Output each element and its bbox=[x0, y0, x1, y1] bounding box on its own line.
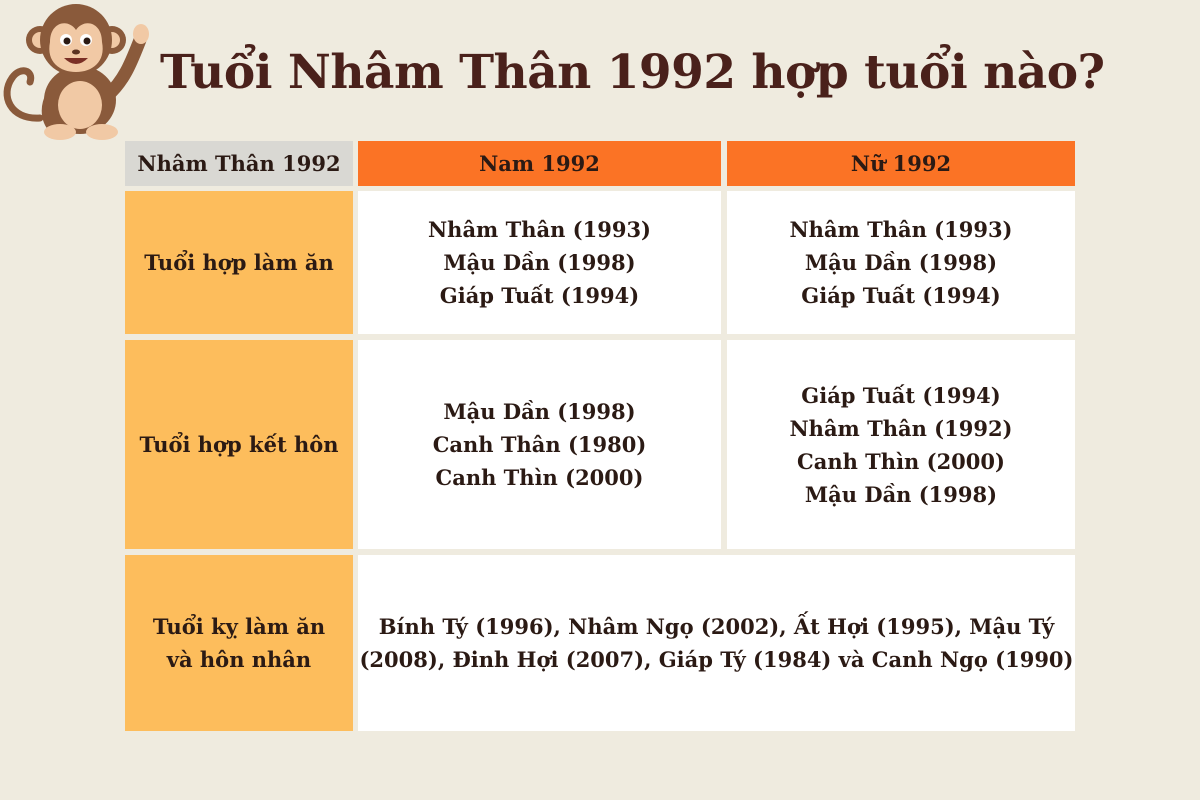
row-label-business-text: Tuổi hợp làm ăn bbox=[144, 250, 334, 275]
cell-marriage-male: Mậu Dần (1998) Canh Thân (1980) Canh Thì… bbox=[358, 340, 721, 549]
list-item: Canh Thìn (2000) bbox=[435, 465, 644, 490]
list-item: Canh Thân (1980) bbox=[432, 432, 647, 457]
list-item: Giáp Tuất (1994) bbox=[801, 382, 1001, 408]
list-item: Nhâm Thân (1992) bbox=[789, 415, 1013, 441]
list-item: Mậu Dần (1998) bbox=[443, 399, 636, 424]
column-header-male: Nam 1992 bbox=[358, 141, 721, 186]
row-label-avoid: Tuổi kỵ làm ăn và hôn nhân bbox=[125, 555, 353, 731]
row-label-business: Tuổi hợp làm ăn bbox=[125, 191, 353, 334]
row-label-avoid-line: và hôn nhân bbox=[166, 647, 312, 672]
list-item: Mậu Dần (1998) bbox=[804, 481, 998, 507]
page-title: Tuổi Nhâm Thân 1992 hợp tuổi nào? bbox=[160, 45, 1105, 100]
list-item: Mậu Dần (1998) bbox=[443, 250, 636, 275]
list-item: Nhâm Thân (1993) bbox=[789, 217, 1013, 242]
column-header-male-label: Nam 1992 bbox=[479, 151, 600, 176]
row-label-avoid-line: Tuổi kỵ làm ăn bbox=[152, 614, 326, 639]
column-header-female-label: Nữ 1992 bbox=[850, 151, 952, 176]
cell-avoid: Bính Tý (1996), Nhâm Ngọ (2002), Ất Hợi … bbox=[358, 555, 1075, 731]
cell-business-male: Nhâm Thân (1993) Mậu Dần (1998) Giáp Tuấ… bbox=[358, 191, 721, 334]
column-header-female: Nữ 1992 bbox=[727, 141, 1075, 186]
list-item: Giáp Tuất (1994) bbox=[801, 283, 1001, 308]
avoid-text-line: (2008), Đinh Hợi (2007), Giáp Tý (1984) … bbox=[359, 647, 1074, 672]
monkey-waving-icon bbox=[3, 4, 149, 140]
list-item: Giáp Tuất (1994) bbox=[439, 283, 640, 308]
row-label-marriage-text: Tuổi hợp kết hôn bbox=[139, 432, 339, 457]
list-item: Canh Thìn (2000) bbox=[797, 448, 1005, 474]
table-corner-header: Nhâm Thân 1992 bbox=[125, 141, 353, 186]
list-item: Nhâm Thân (1993) bbox=[427, 217, 651, 242]
cell-business-female: Nhâm Thân (1993) Mậu Dần (1998) Giáp Tuấ… bbox=[727, 191, 1075, 334]
list-item: Mậu Dần (1998) bbox=[804, 250, 998, 275]
avoid-text-line: Bính Tý (1996), Nhâm Ngọ (2002), Ất Hợi … bbox=[378, 614, 1055, 639]
corner-header-label: Nhâm Thân 1992 bbox=[137, 151, 341, 176]
cell-marriage-female: Giáp Tuất (1994) Nhâm Thân (1992) Canh T… bbox=[727, 340, 1075, 549]
row-label-marriage: Tuổi hợp kết hôn bbox=[125, 340, 353, 549]
